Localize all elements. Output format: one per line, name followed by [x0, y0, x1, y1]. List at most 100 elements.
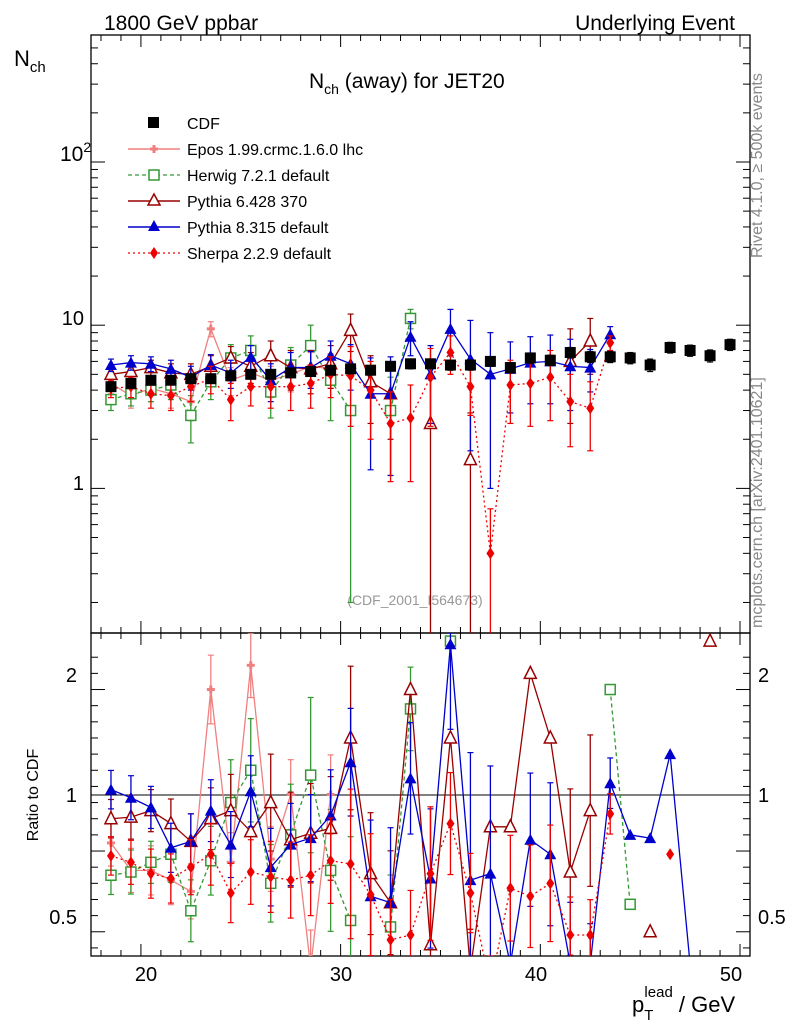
- ratio-point-pythia8: [244, 785, 257, 797]
- main-point-pythia8: [444, 322, 457, 334]
- legend-item-cdf: CDF: [148, 116, 220, 133]
- ratio-point-epos: [246, 661, 255, 670]
- ratio-point-sherpa: [466, 887, 475, 900]
- legend-marker-herwig: [148, 169, 160, 181]
- header-right: Underlying Event: [575, 12, 735, 35]
- ratio-point-herwig: [304, 769, 317, 781]
- ratio-point-pythia8: [344, 756, 357, 768]
- main-point-cdf: [185, 373, 197, 385]
- ratio-tick-0.5: 0.5: [49, 907, 77, 929]
- main-point-sherpa: [466, 380, 475, 393]
- ratio-point-pythia8: [664, 748, 677, 760]
- ratio-point-sherpa: [286, 874, 295, 887]
- ratio-point-pythia6: [243, 822, 258, 838]
- main-point-cdf: [105, 381, 117, 393]
- ratio-point-pythia6: [543, 729, 558, 744]
- main-point-sherpa: [386, 417, 395, 430]
- ratio-point-sherpa: [186, 861, 195, 874]
- ratio-point-pythia6: [642, 923, 658, 938]
- ratio-tick-2: 2: [66, 665, 77, 687]
- main-point-cdf: [444, 359, 456, 371]
- main-point-cdf: [345, 363, 357, 375]
- ratio-point-pythia8: [144, 801, 157, 813]
- ratio-point-sherpa: [206, 848, 215, 861]
- y-tick-100: 102: [60, 139, 91, 166]
- main-point-pythia8: [484, 368, 497, 380]
- ratio-line-herwig: [609, 689, 631, 905]
- main-point-pythia8: [204, 359, 217, 371]
- ratio-point-sherpa: [386, 933, 395, 946]
- main-point-cdf: [604, 351, 616, 363]
- main-point-cdf: [564, 347, 576, 359]
- main-point-pythia8: [404, 330, 417, 342]
- ratio-point-pythia6: [403, 680, 418, 696]
- main-point-pythia8: [244, 350, 257, 362]
- ratio-point-sherpa: [546, 877, 555, 890]
- ratio-point-epos: [206, 685, 215, 694]
- main-point-sherpa: [246, 380, 255, 393]
- legend: CDF Epos 1.99.crmc.1.6.0 lhc Herwig 7.2.…: [128, 116, 363, 263]
- legend-label-sherpa: Sherpa 2.2.9 default: [187, 246, 332, 263]
- ratio-point-sherpa: [106, 849, 115, 862]
- x-tick-20: 20: [135, 964, 157, 986]
- ratio-point-pythia8: [124, 791, 137, 803]
- main-point-cdf: [305, 366, 317, 378]
- ratio-clipped: [103, 633, 718, 956]
- ratio-point-sherpa: [666, 848, 675, 861]
- ratio-point-pythia8: [484, 867, 497, 879]
- ratio-point-pythia8: [444, 638, 457, 650]
- main-point-cdf: [145, 374, 157, 386]
- ratio-point-pythia8: [204, 804, 217, 816]
- main-point-cdf: [664, 342, 676, 354]
- ratio-point-herwig: [185, 905, 197, 917]
- ratio-point-pythia6: [443, 729, 458, 744]
- main-point-epos: [206, 324, 215, 333]
- y-axis-label: Nch: [14, 46, 46, 76]
- main-data: [103, 308, 736, 633]
- ratio-line-pythia8: [110, 644, 690, 956]
- ratio-point-pythia6: [503, 818, 518, 833]
- main-point-cdf: [265, 368, 277, 380]
- ratio-point-sherpa: [586, 929, 595, 942]
- main-line-sherpa: [110, 342, 611, 554]
- ratio-data: [103, 633, 718, 956]
- ratio-point-pythia8: [644, 832, 657, 844]
- legend-label-cdf: CDF: [187, 116, 220, 133]
- main-point-pythia6: [263, 347, 278, 362]
- main-point-sherpa: [446, 346, 455, 359]
- legend-item-sherpa: Sherpa 2.2.9 default: [128, 246, 332, 263]
- main-point-pythia6: [583, 332, 598, 347]
- main-point-herwig: [304, 339, 317, 352]
- main-point-pythia8: [164, 362, 177, 374]
- ratio-point-sherpa: [146, 867, 155, 880]
- ratio-point-sherpa: [506, 882, 515, 895]
- main-point-cdf: [125, 377, 137, 389]
- main-point-sherpa: [586, 402, 595, 415]
- main-point-cdf: [225, 370, 237, 382]
- ratio-point-sherpa: [566, 929, 575, 942]
- ratio-point-herwig: [404, 703, 417, 715]
- ratio-tick-1: 1: [66, 785, 77, 807]
- main-point-cdf: [325, 364, 337, 376]
- ratio-tick-1-right: 1: [758, 785, 769, 807]
- ratio-point-sherpa: [126, 856, 135, 869]
- main-point-cdf: [464, 359, 476, 371]
- main-point-pythia8: [584, 361, 597, 373]
- y-tick-1: 1: [73, 473, 84, 495]
- main-herwig: [105, 308, 417, 604]
- main-point-cdf: [205, 373, 217, 385]
- main-point-pythia8: [104, 359, 117, 371]
- legend-label-pythia8: Pythia 8.315 default: [187, 220, 329, 237]
- legend-item-pythia8: Pythia 8.315 default: [128, 220, 329, 237]
- main-point-cdf: [684, 344, 696, 356]
- ratio-line-sherpa: [110, 813, 611, 956]
- ratio-point-sherpa: [406, 929, 415, 942]
- legend-item-herwig: Herwig 7.2.1 default: [128, 168, 330, 185]
- ratio-point-pythia6: [263, 793, 278, 809]
- legend-marker-pythia8: [148, 220, 160, 231]
- main-point-sherpa: [146, 387, 155, 400]
- main-point-sherpa: [426, 371, 435, 384]
- ratio-point-herwig: [624, 898, 636, 911]
- main-point-cdf: [544, 354, 556, 366]
